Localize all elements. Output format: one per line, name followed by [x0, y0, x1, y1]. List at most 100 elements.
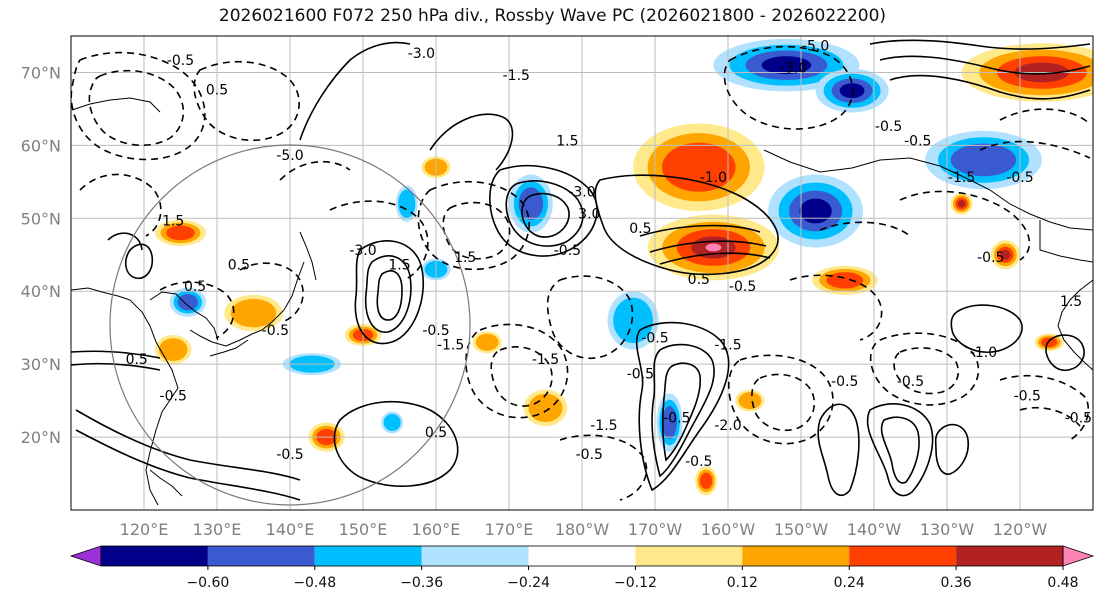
- shaded-band: [475, 333, 499, 351]
- shaded-band: [950, 143, 1017, 177]
- contour-label: -0.5: [977, 250, 1004, 266]
- colorbar-frame: [100, 545, 1064, 567]
- contour-label: -1.5: [714, 338, 741, 354]
- contour-label: -5.0: [276, 148, 303, 164]
- contour-label: 0.5: [126, 352, 148, 368]
- coastlines: [71, 97, 1093, 506]
- contour-label: -1.5: [590, 418, 617, 434]
- shaded-band: [738, 392, 762, 410]
- colorbar-tick-label: 0.24: [834, 575, 865, 591]
- contour-label: 1.5: [1060, 294, 1082, 310]
- shaded-band: [230, 298, 277, 328]
- shaded-band: [761, 56, 812, 75]
- gridlines: [71, 36, 1093, 510]
- shaded-band: [662, 142, 736, 192]
- lat-tick-label: 20°N: [21, 428, 61, 447]
- contour-label: 0.5: [425, 425, 447, 441]
- contour-label: -0.5: [276, 447, 303, 463]
- colorbar-tick-label: −0.36: [400, 575, 443, 591]
- shaded-band: [1041, 337, 1058, 348]
- contour-label: -1.0: [970, 345, 997, 361]
- lat-tick-label: 60°N: [21, 136, 61, 155]
- contour-label: -2.0: [714, 418, 741, 434]
- contour-label: -0.5: [627, 367, 654, 383]
- contour-labels: -0.5-5.00.5-3.01.5-1.5-5.0-3.0-0.5-0.5-1…: [126, 39, 1092, 471]
- colorbar-swatch: [849, 546, 957, 566]
- contour-label: 3.0: [578, 206, 600, 222]
- contours-positive: [71, 39, 1091, 501]
- colorbar-tick-label: −0.48: [293, 575, 336, 591]
- colorbar-swatch: [742, 546, 850, 566]
- lon-tick-label: 120°E: [120, 520, 169, 539]
- contour-label: -0.5: [831, 374, 858, 390]
- contour-label: -0.5: [875, 119, 902, 135]
- colorbar-swatch: [101, 546, 208, 566]
- contour-label: 0.5: [184, 279, 206, 295]
- colorbar-swatch: [421, 546, 529, 566]
- contour-label: -0.5: [1006, 170, 1033, 186]
- contour-label: -0.5: [641, 330, 668, 346]
- colorbar-swatch: [528, 546, 636, 566]
- shaded-region: [990, 240, 1021, 270]
- contour-label: -3.0: [780, 60, 807, 76]
- contour-label: -0.5: [685, 454, 712, 470]
- shaded-region: [154, 219, 207, 247]
- shaded-band: [662, 406, 677, 439]
- map-frame: [70, 35, 1094, 511]
- lat-tick-label: 30°N: [21, 355, 61, 374]
- contour-label: 0.5: [629, 221, 651, 237]
- contour-label: -1.5: [948, 170, 975, 186]
- contour-label: -0.5: [422, 323, 449, 339]
- contour-label: 1.5: [556, 133, 578, 149]
- shaded-band: [528, 393, 563, 423]
- colorbar-tick-label: 0.48: [1047, 575, 1078, 591]
- contour-label: -1.5: [437, 338, 464, 354]
- lon-tick-label: 130°W: [920, 520, 975, 539]
- shaded-band: [518, 187, 544, 221]
- colorbar-extend-min: [69, 545, 102, 567]
- shaded-band: [158, 338, 188, 361]
- lat-tick-label: 40°N: [21, 282, 61, 301]
- shaded-region: [925, 130, 1042, 190]
- contour-label: -0.5: [576, 447, 603, 463]
- shaded-band: [799, 198, 832, 224]
- divergence-shading: [154, 38, 1093, 496]
- lon-tick-label: 140°E: [266, 520, 315, 539]
- shaded-band: [613, 297, 654, 344]
- shaded-region: [381, 411, 404, 434]
- contour-label: -0.5: [167, 53, 194, 69]
- shaded-region: [735, 389, 765, 412]
- contour-label: -0.5: [1014, 389, 1041, 405]
- contour-label: -0.5: [160, 389, 187, 405]
- contours-negative: [71, 45, 1091, 501]
- contour-label: 0.5: [228, 257, 250, 273]
- shaded-band: [177, 294, 199, 311]
- contour-label: -1.0: [700, 170, 727, 186]
- shaded-region: [695, 466, 718, 496]
- lon-tick-label: 160°E: [412, 520, 461, 539]
- contour-label: -0.5: [1065, 410, 1092, 426]
- contour-label: 1.5: [388, 257, 410, 273]
- contour-label: -3.0: [408, 46, 435, 62]
- contour-label: -0.5: [262, 323, 289, 339]
- lon-tick-label: 160°W: [701, 520, 756, 539]
- shaded-band: [957, 200, 966, 208]
- shaded-region: [509, 174, 553, 233]
- shaded-band: [398, 189, 416, 218]
- contour-label: -3.0: [349, 243, 376, 259]
- colorbar-tick-label: 0.36: [941, 575, 972, 591]
- shaded-region: [472, 331, 502, 354]
- lon-tick-label: 170°E: [485, 520, 534, 539]
- colorbar-swatch: [956, 546, 1063, 566]
- shaded-band: [166, 225, 195, 241]
- contour-label: -0.5: [554, 243, 581, 259]
- colorbar: −0.60 −0.48 −0.36 −0.24 −0.12 0.12 0.24 0.36 0.4…: [69, 545, 1095, 591]
- contour-label: -0.5: [897, 374, 924, 390]
- colorbar-tick-label: −0.24: [507, 575, 550, 591]
- contour-label: -5.0: [802, 39, 829, 55]
- lon-tick-label: 120°W: [993, 520, 1048, 539]
- contour-label: -3.0: [568, 184, 595, 200]
- contour-label: 1.5: [162, 214, 184, 230]
- colorbar-swatch: [635, 546, 743, 566]
